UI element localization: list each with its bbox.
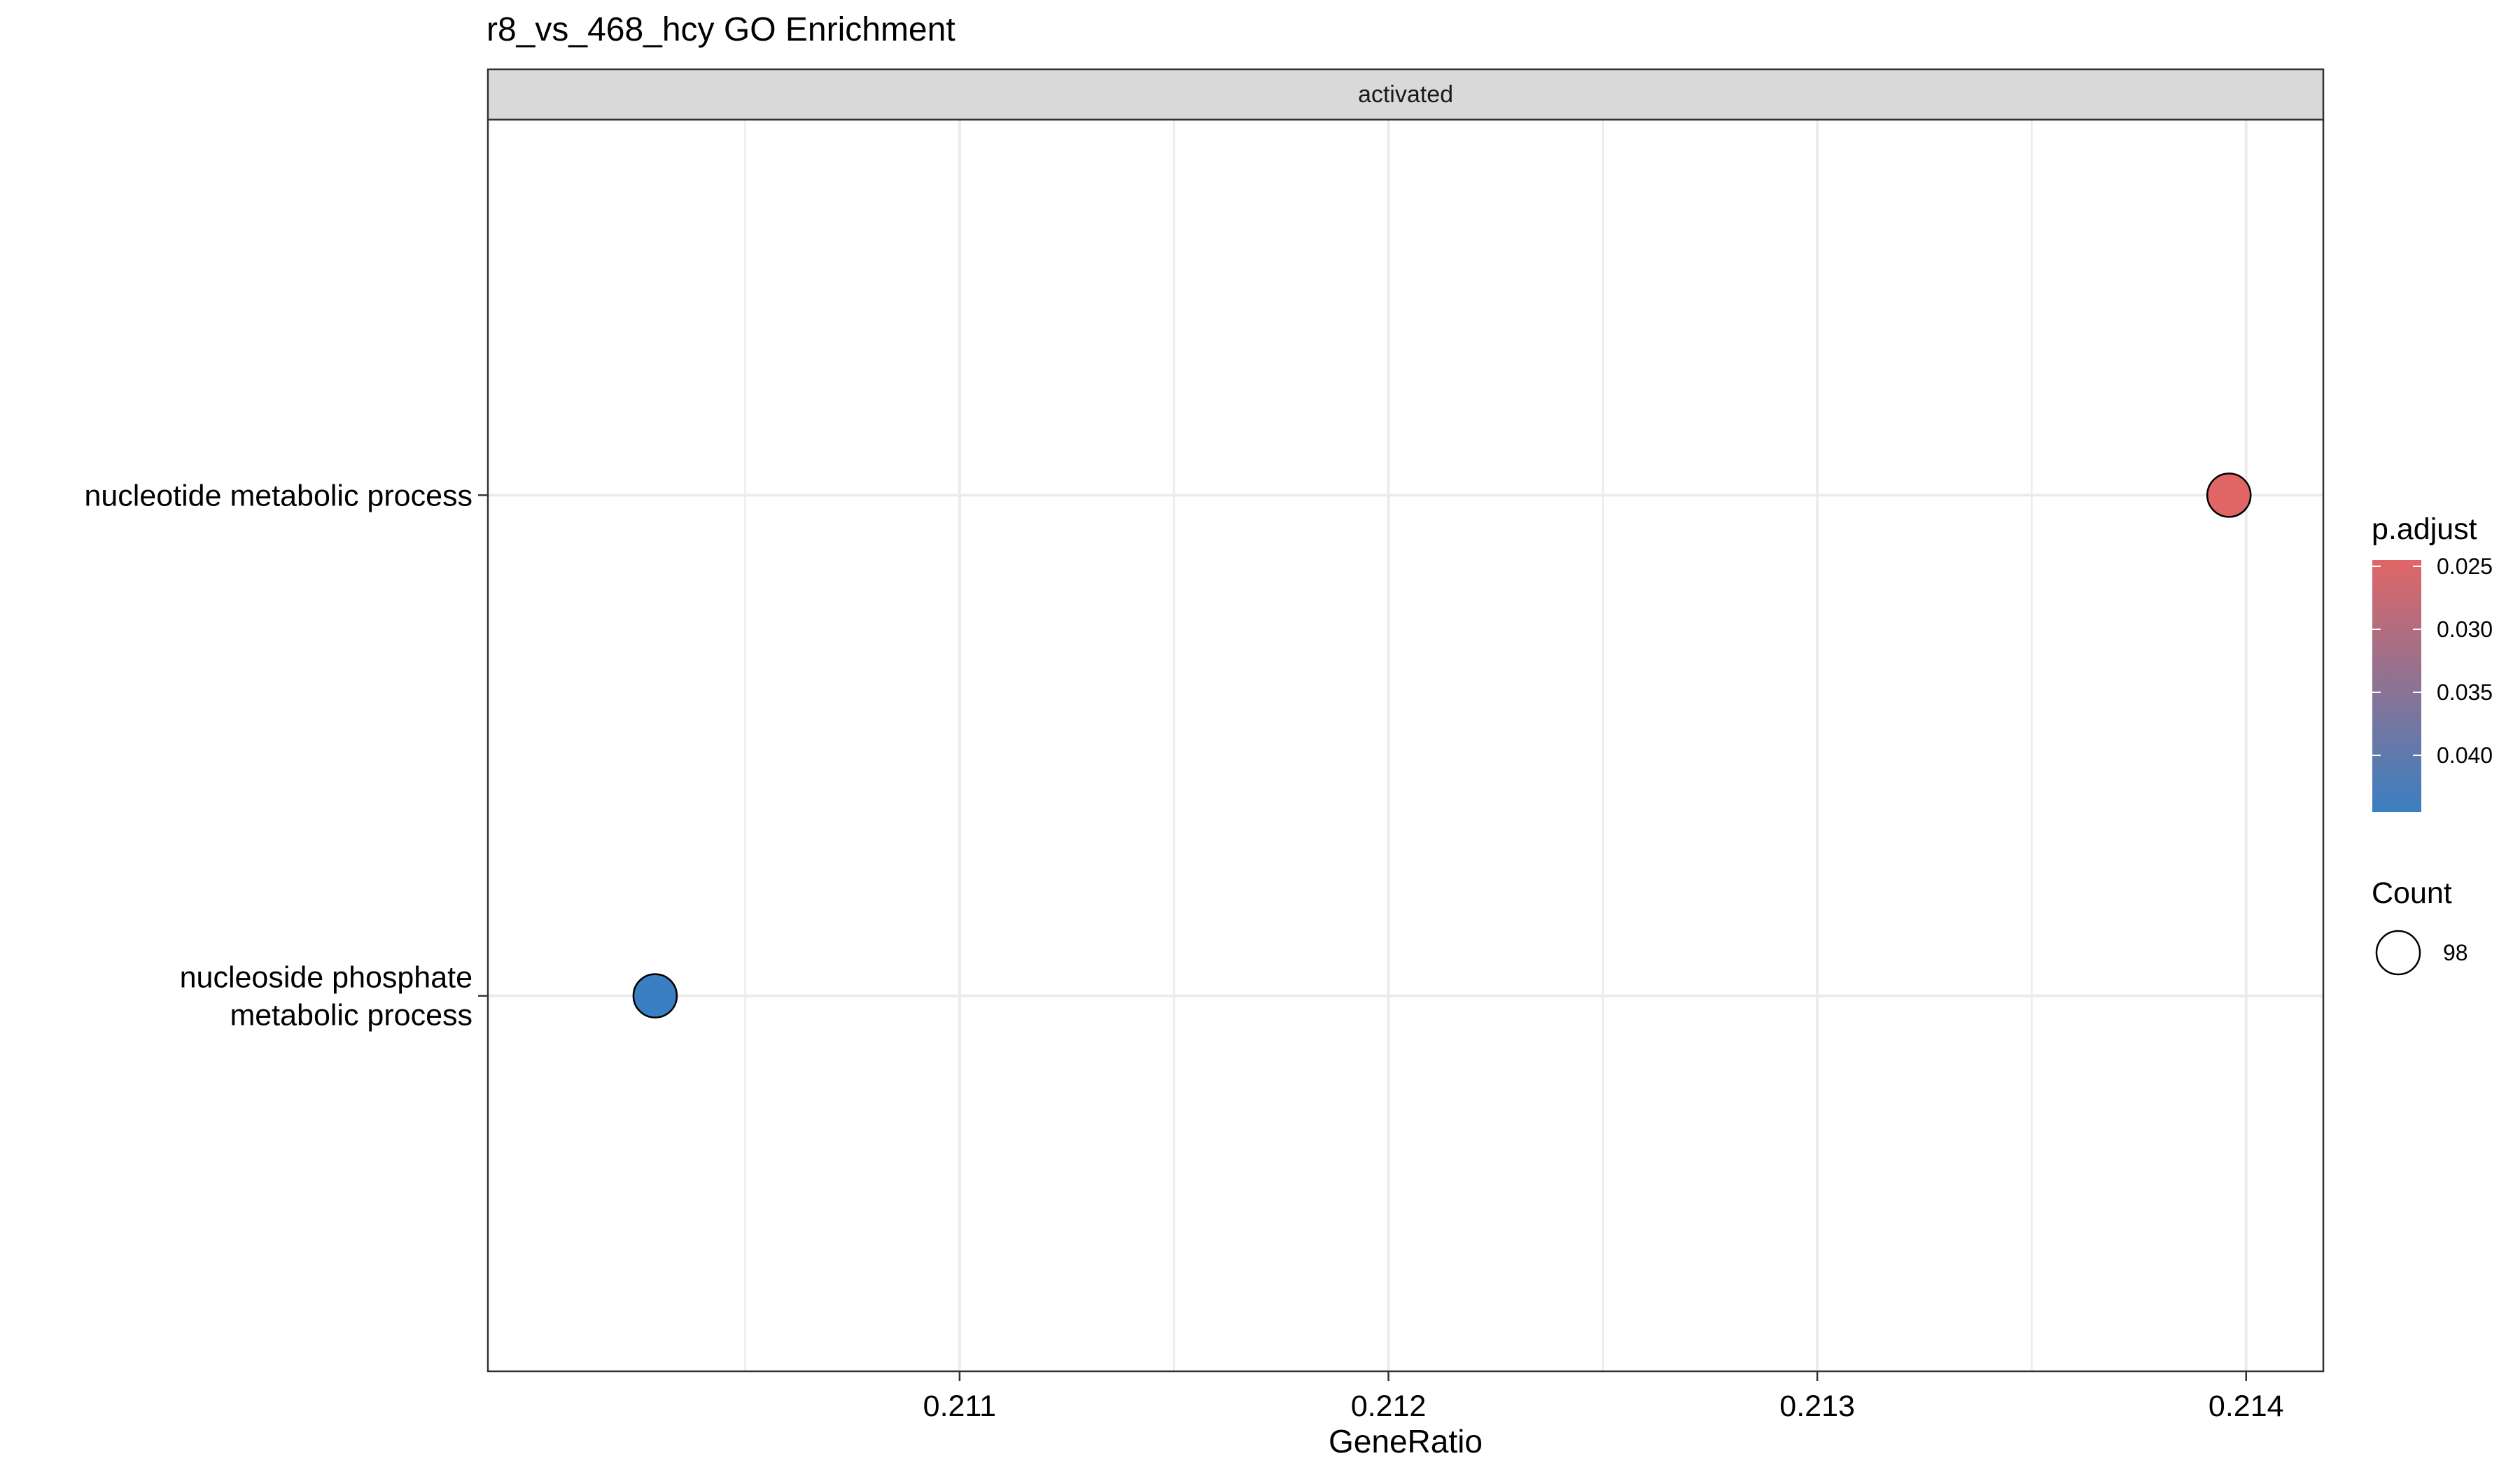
size-legend-key	[2375, 930, 2421, 976]
plot-panel	[488, 120, 2323, 1371]
facet-label: activated	[1358, 81, 1453, 108]
color-tick-label: 0.035	[2437, 680, 2493, 705]
x-tick-label: 0.213	[1779, 1390, 1855, 1423]
data-point	[632, 973, 678, 1018]
legend: p.adjust 0.025 0.030 0.035 0.040 Count 98	[2372, 512, 2493, 976]
x-axis-title: GeneRatio	[1329, 1423, 1483, 1460]
panel-border	[486, 118, 2325, 1373]
y-category-label: nucleoside phosphate metabolic process	[180, 961, 472, 1032]
color-tick-label: 0.025	[2437, 554, 2493, 579]
y-axis: nucleotide metabolic process nucleoside p…	[84, 479, 488, 1032]
grid-lines	[488, 120, 2323, 1371]
facet-strip	[486, 68, 2325, 121]
data-point	[2206, 472, 2252, 518]
data-points	[632, 472, 2252, 1018]
size-legend-title: Count	[2372, 876, 2452, 910]
x-axis: 0.211 0.212 0.213 0.214	[923, 1371, 2284, 1423]
x-tick-label: 0.212	[1351, 1390, 1427, 1423]
x-tick-label: 0.214	[2208, 1390, 2284, 1423]
color-bar	[2372, 560, 2421, 812]
x-tick-label: 0.211	[923, 1390, 996, 1423]
color-tick-label: 0.030	[2437, 617, 2493, 642]
color-bar-ticks: 0.025 0.030 0.035 0.040	[2372, 554, 2493, 768]
color-tick-label: 0.040	[2437, 743, 2493, 768]
y-category-label: nucleotide metabolic process	[84, 479, 472, 512]
chart-title: r8_vs_468_hcy GO Enrichment	[486, 11, 955, 48]
size-legend-label: 98	[2443, 940, 2468, 965]
color-legend-title: p.adjust	[2372, 512, 2477, 546]
